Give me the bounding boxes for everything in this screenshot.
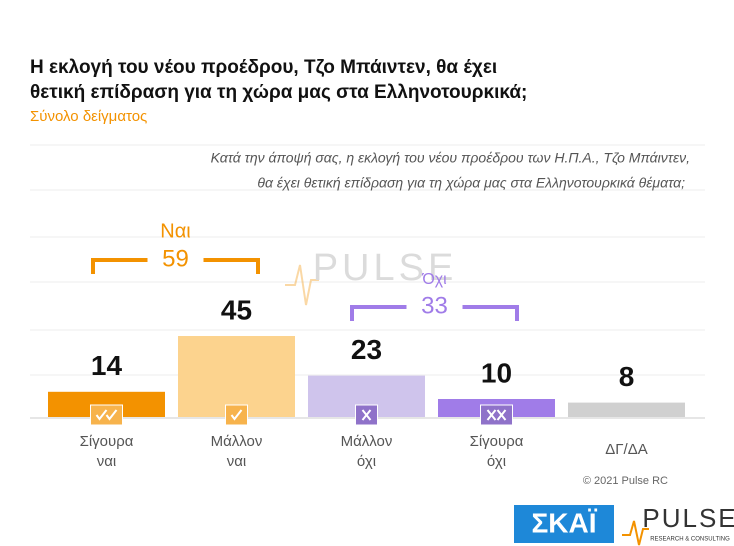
subtitle: Σύνολο δείγματος — [30, 108, 147, 125]
bar-icon-glyph — [486, 409, 497, 421]
x-tick-label: Σίγουρα — [80, 433, 134, 450]
x-tick-label: όχι — [357, 453, 376, 470]
x-tick-label: Μάλλον — [341, 433, 393, 450]
group-value: 33 — [421, 292, 448, 319]
skai-logo — [514, 505, 614, 543]
data-label: 45 — [221, 294, 252, 325]
data-label: 8 — [619, 361, 635, 392]
pulse-logo-text: PULSE — [642, 503, 734, 533]
x-tick-label: Σίγουρα — [470, 433, 524, 450]
bar-icon-glyph — [95, 409, 108, 421]
bar-icon-glyph — [105, 409, 118, 421]
pulse-logo-mark — [622, 520, 649, 546]
pulse-tagline: RESEARCH & CONSULTING — [650, 537, 730, 543]
watermark: PULSE — [285, 247, 458, 306]
data-label: 10 — [481, 357, 512, 388]
question: Κατά την άποψή σας, η εκλογή του νέου πρ… — [211, 150, 690, 166]
question: θα έχει θετική επίδραση για τη χώρα μας … — [257, 175, 685, 191]
bar — [568, 402, 685, 417]
watermark-text: PULSE — [313, 247, 458, 289]
group-bracket — [91, 258, 260, 274]
bar-icon-glyph — [496, 409, 507, 421]
group-value: 59 — [162, 245, 189, 272]
group-label: Όχι — [421, 271, 447, 288]
x-tick-label: ναι — [97, 453, 117, 470]
chart-title: θετική επίδραση για τη χώρα μας στα Ελλη… — [30, 82, 527, 103]
copyright: © 2021 Pulse RC — [583, 475, 668, 487]
bar-icon-glyph — [361, 409, 372, 421]
data-label: 14 — [91, 350, 123, 381]
x-tick-label: Μάλλον — [211, 433, 263, 450]
x-tick-label: ναι — [227, 453, 247, 470]
skai-logo-text: ΣΚΑΪ — [531, 507, 597, 538]
group-bracket — [350, 305, 519, 321]
group-label: Ναι — [160, 220, 190, 242]
bar-icon — [480, 404, 513, 426]
background-lines — [30, 144, 705, 419]
x-tick-label: ΔΓ/ΔΑ — [605, 441, 647, 458]
x-tick-label: όχι — [487, 453, 506, 470]
bar-icon-glyph — [230, 409, 243, 421]
data-label: 23 — [351, 334, 382, 365]
bar — [178, 336, 295, 417]
chart-title: Η εκλογή του νέου προέδρου, Τζο Μπάιντεν… — [30, 57, 497, 78]
